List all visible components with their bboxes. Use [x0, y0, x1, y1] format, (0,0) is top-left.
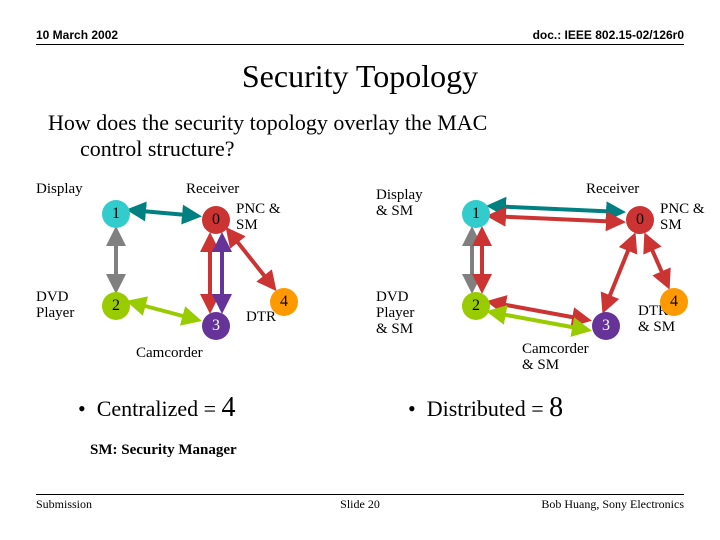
label-dvd: DVD Player & SM [376, 290, 414, 337]
question-line2: control structure? [48, 136, 672, 162]
bullet-left-value: 4 [222, 392, 236, 423]
bullet-distributed: • Distributed = 8 [408, 392, 563, 424]
label-pnc-sm: PNC & SM [660, 202, 705, 234]
bullet-right-text: Distributed = [427, 396, 549, 421]
node-2: 2 [102, 292, 130, 320]
label-dtr: DTR [246, 310, 276, 326]
sm-note: SM: Security Manager [90, 442, 237, 459]
node-4: 4 [660, 288, 688, 316]
question-text: How does the security topology overlay t… [48, 110, 672, 163]
node-0: 0 [626, 206, 654, 234]
label-display: Display & SM [376, 188, 423, 220]
node-3: 3 [202, 312, 230, 340]
header: 10 March 2002 doc.: IEEE 802.15-02/126r0 [36, 28, 684, 45]
label-dvd: DVD Player [36, 290, 74, 322]
label-camcorder: Camcorder & SM [522, 342, 589, 374]
node-3: 3 [592, 312, 620, 340]
bullet-right-value: 8 [549, 392, 563, 423]
footer-left: Submission [36, 497, 92, 512]
node-2: 2 [462, 292, 490, 320]
header-date: 10 March 2002 [36, 28, 118, 42]
label-camcorder: Camcorder [136, 346, 203, 362]
bullet-centralized: • Centralized = 4 [78, 392, 236, 424]
label-receiver: Receiver [186, 182, 239, 198]
diagram-centralized: Display Receiver PNC & SM DVD Player DTR… [36, 182, 356, 382]
label-pnc-sm: PNC & SM [236, 202, 281, 234]
node-0: 0 [202, 206, 230, 234]
label-display: Display [36, 182, 83, 198]
header-doc: doc.: IEEE 802.15-02/126r0 [533, 28, 684, 42]
footer-right: Bob Huang, Sony Electronics [541, 497, 684, 512]
footer: Submission Slide 20 Bob Huang, Sony Elec… [36, 494, 684, 512]
footer-mid: Slide 20 [340, 497, 380, 512]
node-1: 1 [462, 200, 490, 228]
node-4: 4 [270, 288, 298, 316]
page-title: Security Topology [0, 58, 720, 95]
label-receiver: Receiver [586, 182, 639, 198]
question-line1: How does the security topology overlay t… [48, 110, 487, 135]
diagram-distributed: Display & SM Receiver PNC & SM DVD Playe… [376, 182, 696, 382]
node-1: 1 [102, 200, 130, 228]
bullet-left-text: Centralized = [97, 396, 222, 421]
